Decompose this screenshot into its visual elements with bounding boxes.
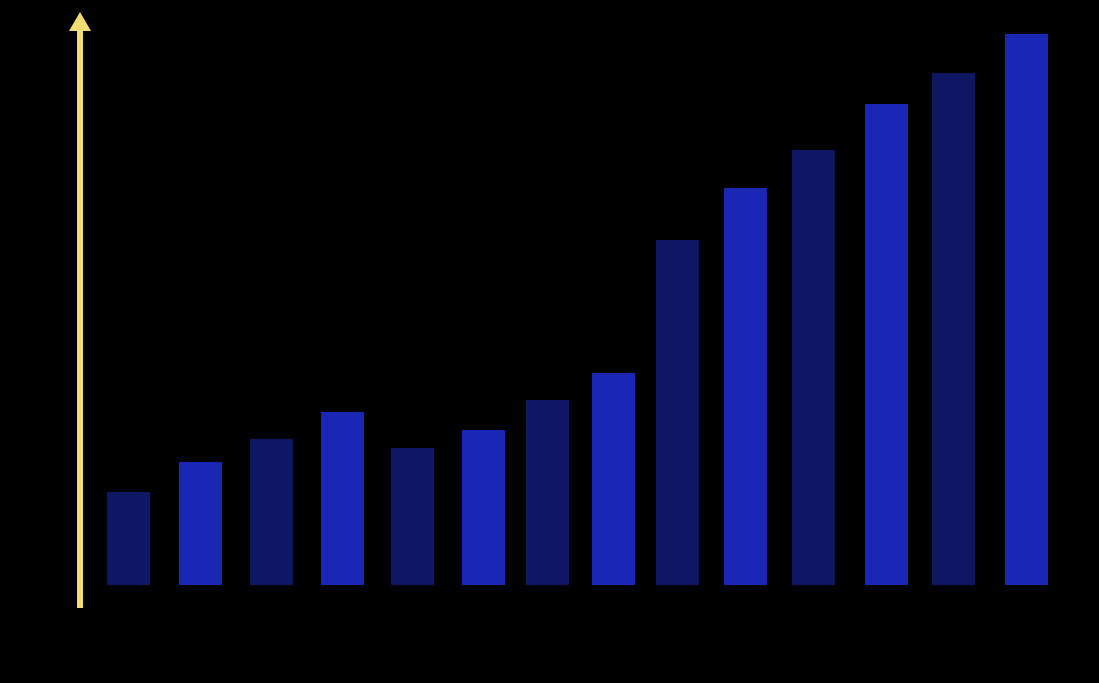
bar bbox=[724, 188, 767, 585]
bar bbox=[865, 104, 908, 585]
bar bbox=[250, 439, 293, 585]
bar bbox=[1005, 34, 1048, 585]
bar bbox=[107, 492, 150, 585]
bar bbox=[656, 240, 699, 585]
bar bbox=[932, 73, 975, 585]
bar bbox=[462, 430, 505, 585]
bar bbox=[592, 373, 635, 585]
bar bbox=[321, 412, 364, 585]
arrow-up-icon bbox=[69, 12, 91, 31]
bar bbox=[526, 400, 569, 585]
bar bbox=[792, 150, 835, 585]
bar bbox=[179, 462, 222, 585]
y-axis-line bbox=[77, 28, 83, 608]
bar bbox=[391, 448, 434, 585]
